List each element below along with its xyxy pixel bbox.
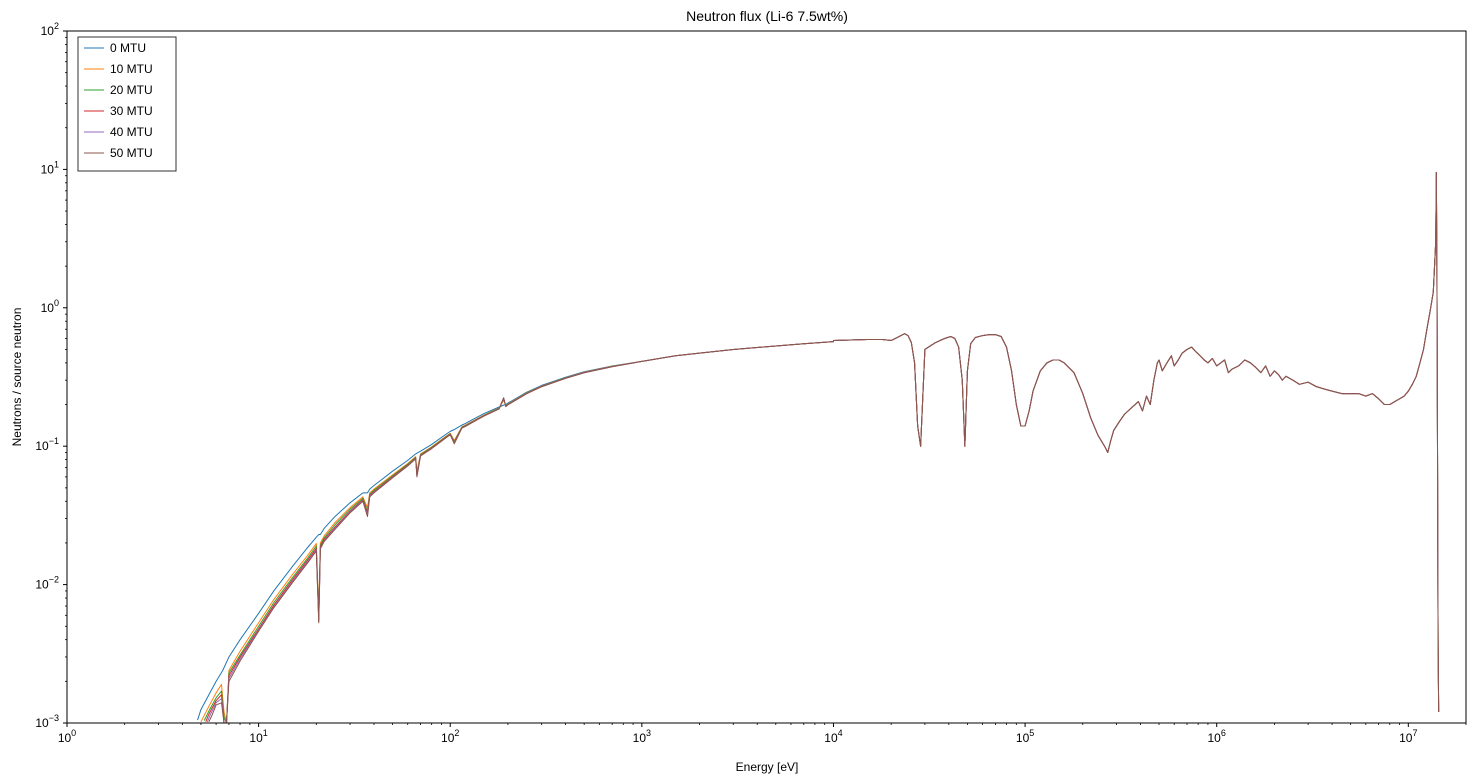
- legend-label-20-mtu: 20 MTU: [110, 83, 153, 97]
- y-tick-label: 101: [41, 159, 59, 176]
- y-tick-label: 100: [41, 298, 59, 315]
- y-tick-label: 10−1: [35, 436, 59, 453]
- x-tick-label: 104: [824, 728, 842, 745]
- x-tick-label: 100: [58, 728, 76, 745]
- x-tick-label: 103: [633, 728, 651, 745]
- legend-label-10-mtu: 10 MTU: [110, 62, 153, 76]
- x-tick-label: 107: [1399, 728, 1417, 745]
- y-axis-label: Neutrons / source neutron: [10, 308, 24, 447]
- legend-label-40-mtu: 40 MTU: [110, 125, 153, 139]
- axis-ticks: 100 101 102 103 104 105 106 107 10−3 10−2 10−1 100 1…: [35, 21, 1467, 745]
- plot-frame: [66, 30, 1467, 724]
- y-tick-label: 102: [41, 21, 59, 38]
- x-tick-label: 105: [1016, 728, 1034, 745]
- chart-title: Neutron flux (Li-6 7.5wt%): [686, 8, 848, 24]
- legend-label-50-mtu: 50 MTU: [110, 146, 153, 160]
- y-tick-label: 10−3: [35, 713, 59, 730]
- x-tick-label: 101: [249, 728, 267, 745]
- series-layer: [197, 171, 1440, 723]
- x-tick-label: 106: [1208, 728, 1226, 745]
- y-tick-label: 10−2: [35, 575, 59, 592]
- legend: 0 MTU 10 MTU 20 MTU 30 MTU 40 MTU 50 MTU: [77, 36, 177, 172]
- legend-label-30-mtu: 30 MTU: [110, 104, 153, 118]
- x-axis-label: Energy [eV]: [736, 760, 799, 774]
- x-tick-label: 102: [441, 728, 459, 745]
- series-line-50-mtu: [208, 171, 1440, 723]
- legend-frame: [77, 36, 177, 172]
- legend-label-0-mtu: 0 MTU: [110, 41, 146, 55]
